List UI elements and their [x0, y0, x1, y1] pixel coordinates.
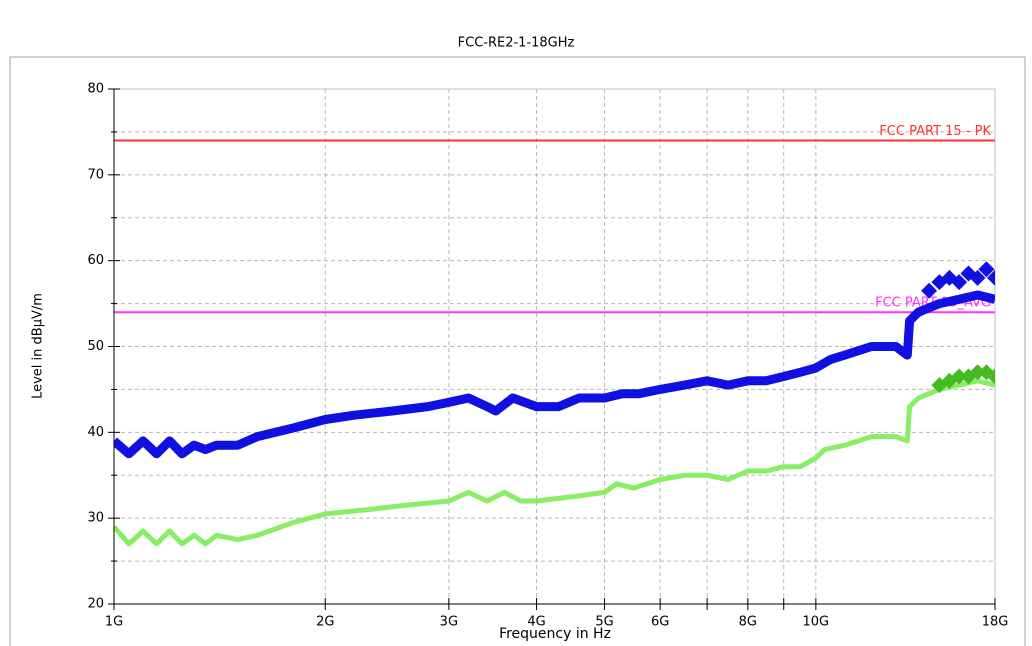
marker [921, 282, 938, 299]
y-tick-label: 70 [87, 167, 104, 182]
chart-title: FCC-RE2-1-18GHz [458, 36, 575, 51]
y-tick-label: 50 [87, 339, 104, 354]
y-axis-label: Level in dBµV/m [31, 293, 46, 399]
limit-label: FCC PART 15 - PK [879, 124, 991, 139]
x-tick-label: 8G [739, 615, 757, 630]
x-tick-label: 5G [595, 615, 613, 630]
marker [951, 368, 968, 385]
trace [114, 290, 995, 459]
marker [978, 261, 995, 278]
x-tick-label: 4G [527, 615, 545, 630]
x-tick-label: 3G [440, 615, 458, 630]
marker [969, 269, 986, 286]
marker [987, 269, 995, 286]
y-tick-label: 30 [87, 511, 104, 526]
x-axis-label: Frequency in Hz [499, 626, 611, 642]
x-tick-label: 6G [651, 615, 669, 630]
frame [9, 56, 1026, 646]
trace [114, 378, 995, 547]
y-tick-label: 80 [87, 82, 104, 97]
x-tick-label: 10G [803, 615, 830, 630]
x-tick-label: 2G [316, 615, 334, 630]
marker [951, 274, 968, 291]
x-tick-label: 18G [982, 615, 1009, 630]
y-tick-label: 20 [87, 597, 104, 612]
y-tick-label: 60 [87, 253, 104, 268]
marker [987, 368, 995, 385]
x-tick-label: 1G [105, 615, 123, 630]
y-tick-label: 40 [87, 425, 104, 440]
marker [969, 364, 986, 381]
